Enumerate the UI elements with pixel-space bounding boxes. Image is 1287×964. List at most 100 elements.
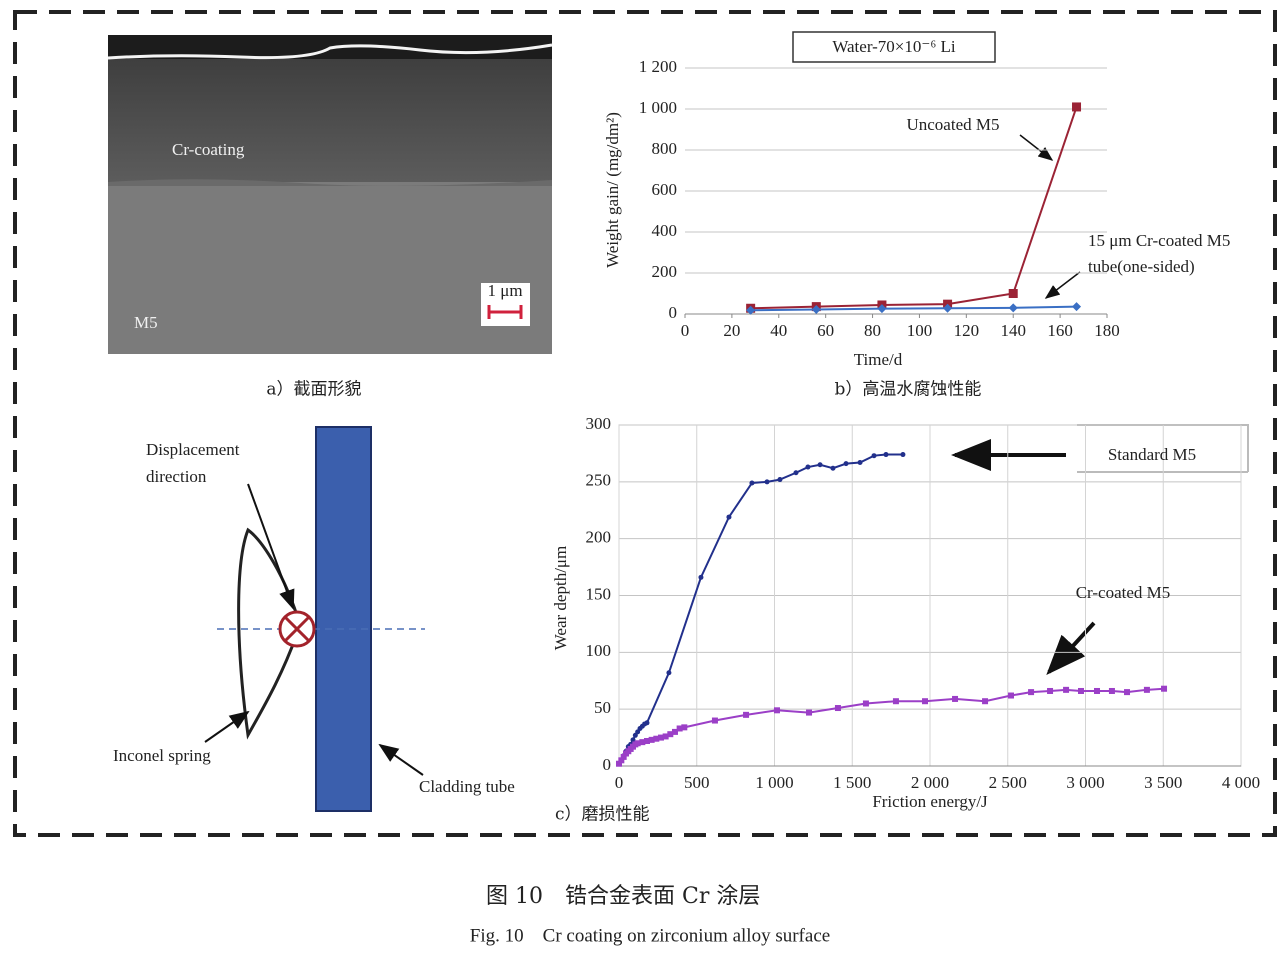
y-tick-label: 800 — [652, 139, 678, 158]
y-axis-label: Wear depth/μm — [551, 546, 570, 651]
marker — [862, 700, 869, 707]
marker — [643, 737, 650, 744]
marker — [644, 720, 650, 726]
y-tick-label: 200 — [652, 262, 678, 281]
x-tick-label: 4 000 — [1222, 773, 1260, 792]
marker — [657, 734, 664, 741]
y-tick-label: 100 — [586, 641, 612, 660]
marker — [1063, 686, 1070, 693]
series-line — [618, 453, 903, 765]
annotation: tube(one-sided) — [1088, 257, 1195, 276]
marker — [982, 698, 989, 705]
chart-title: Water-70×10⁻⁶ Li — [832, 37, 956, 56]
marker — [639, 739, 646, 746]
x-tick-label: 20 — [723, 321, 740, 340]
marker — [648, 736, 655, 743]
y-tick-label: 0 — [603, 755, 612, 774]
marker — [698, 574, 704, 580]
series-line — [750, 106, 1078, 310]
arrow — [1044, 271, 1081, 299]
marker — [1072, 102, 1082, 112]
marker — [806, 709, 813, 716]
x-tick-label: 3 000 — [1066, 773, 1104, 792]
x-tick-label: 160 — [1047, 321, 1073, 340]
x-tick-label: 60 — [817, 321, 834, 340]
x-tick-label: 0 — [615, 773, 624, 792]
scale-bar-label: 1 μm — [487, 281, 522, 300]
series-line — [750, 305, 1077, 312]
marker — [620, 753, 627, 760]
marker — [1072, 302, 1082, 312]
marker — [773, 707, 780, 714]
title-box — [792, 31, 996, 63]
x-tick-label: 1 000 — [755, 773, 793, 792]
x-tick-label: 1 500 — [833, 773, 871, 792]
micrograph — [107, 35, 553, 354]
y-tick-label: 150 — [586, 584, 612, 603]
arrow — [1019, 134, 1054, 161]
marker — [667, 731, 674, 738]
marker — [1008, 692, 1015, 699]
figure-title: 图 10 锆合金表面 Cr 涂层 — [486, 884, 760, 909]
marker — [749, 480, 755, 486]
x-tick-label: 0 — [681, 321, 690, 340]
marker — [630, 737, 636, 743]
y-tick-label: 600 — [652, 180, 678, 199]
marker — [616, 760, 622, 767]
figure-caption: Fig. 10 Cr coating on zirconium alloy su… — [470, 925, 830, 946]
marker — [1008, 289, 1018, 298]
diagram — [204, 426, 425, 812]
x-axis-label: Friction energy/J — [872, 792, 988, 811]
marker — [653, 735, 660, 742]
marker — [662, 733, 669, 740]
y-tick-label: 250 — [586, 471, 612, 490]
y-tick-label: 1 000 — [639, 98, 677, 117]
panel-caption: a）截面形貌 — [266, 380, 361, 400]
diagram-label: Displacement — [146, 440, 240, 459]
marker — [857, 460, 863, 466]
y-axis-label: Weight gain/ (mg/dm²) — [603, 112, 622, 268]
marker — [877, 304, 887, 314]
y-tick-label: 0 — [669, 303, 678, 322]
marker — [746, 305, 756, 315]
diagram-label: Inconel spring — [113, 746, 211, 765]
annotation: Uncoated M5 — [906, 115, 999, 134]
x-tick-label: 80 — [864, 321, 881, 340]
marker — [811, 304, 821, 314]
marker — [892, 698, 899, 705]
x-tick-label: 40 — [770, 321, 787, 340]
marker — [711, 717, 718, 724]
y-tick-label: 400 — [652, 221, 678, 240]
marker — [1047, 687, 1054, 694]
y-tick-label: 300 — [586, 414, 612, 433]
x-tick-label: 140 — [1000, 321, 1026, 340]
figure-border — [13, 10, 1277, 837]
annotation: Cr-coated M5 — [1076, 583, 1171, 602]
series-line — [618, 687, 1165, 765]
x-tick-label: 180 — [1094, 321, 1120, 340]
marker — [817, 462, 823, 468]
y-tick-label: 200 — [586, 528, 612, 547]
marker — [1161, 685, 1168, 692]
marker — [1028, 689, 1035, 696]
annotation: Standard M5 — [1108, 445, 1196, 464]
panel-caption: c）磨损性能 — [555, 805, 650, 825]
marker — [793, 470, 799, 476]
marker — [671, 728, 678, 735]
marker — [777, 477, 783, 483]
marker — [943, 303, 953, 313]
coating-label: Cr-coating — [172, 140, 245, 159]
marker — [618, 757, 625, 764]
arrow — [1046, 621, 1096, 675]
x-tick-label: 100 — [907, 321, 933, 340]
x-tick-label: 2 000 — [911, 773, 949, 792]
substrate-label: M5 — [134, 313, 158, 332]
marker — [1143, 686, 1150, 693]
diagram-label: direction — [146, 467, 207, 486]
x-tick-label: 2 500 — [989, 773, 1027, 792]
marker — [871, 453, 877, 459]
marker — [1108, 687, 1115, 694]
diagram-label: Cladding tube — [419, 777, 515, 796]
marker — [900, 452, 906, 458]
